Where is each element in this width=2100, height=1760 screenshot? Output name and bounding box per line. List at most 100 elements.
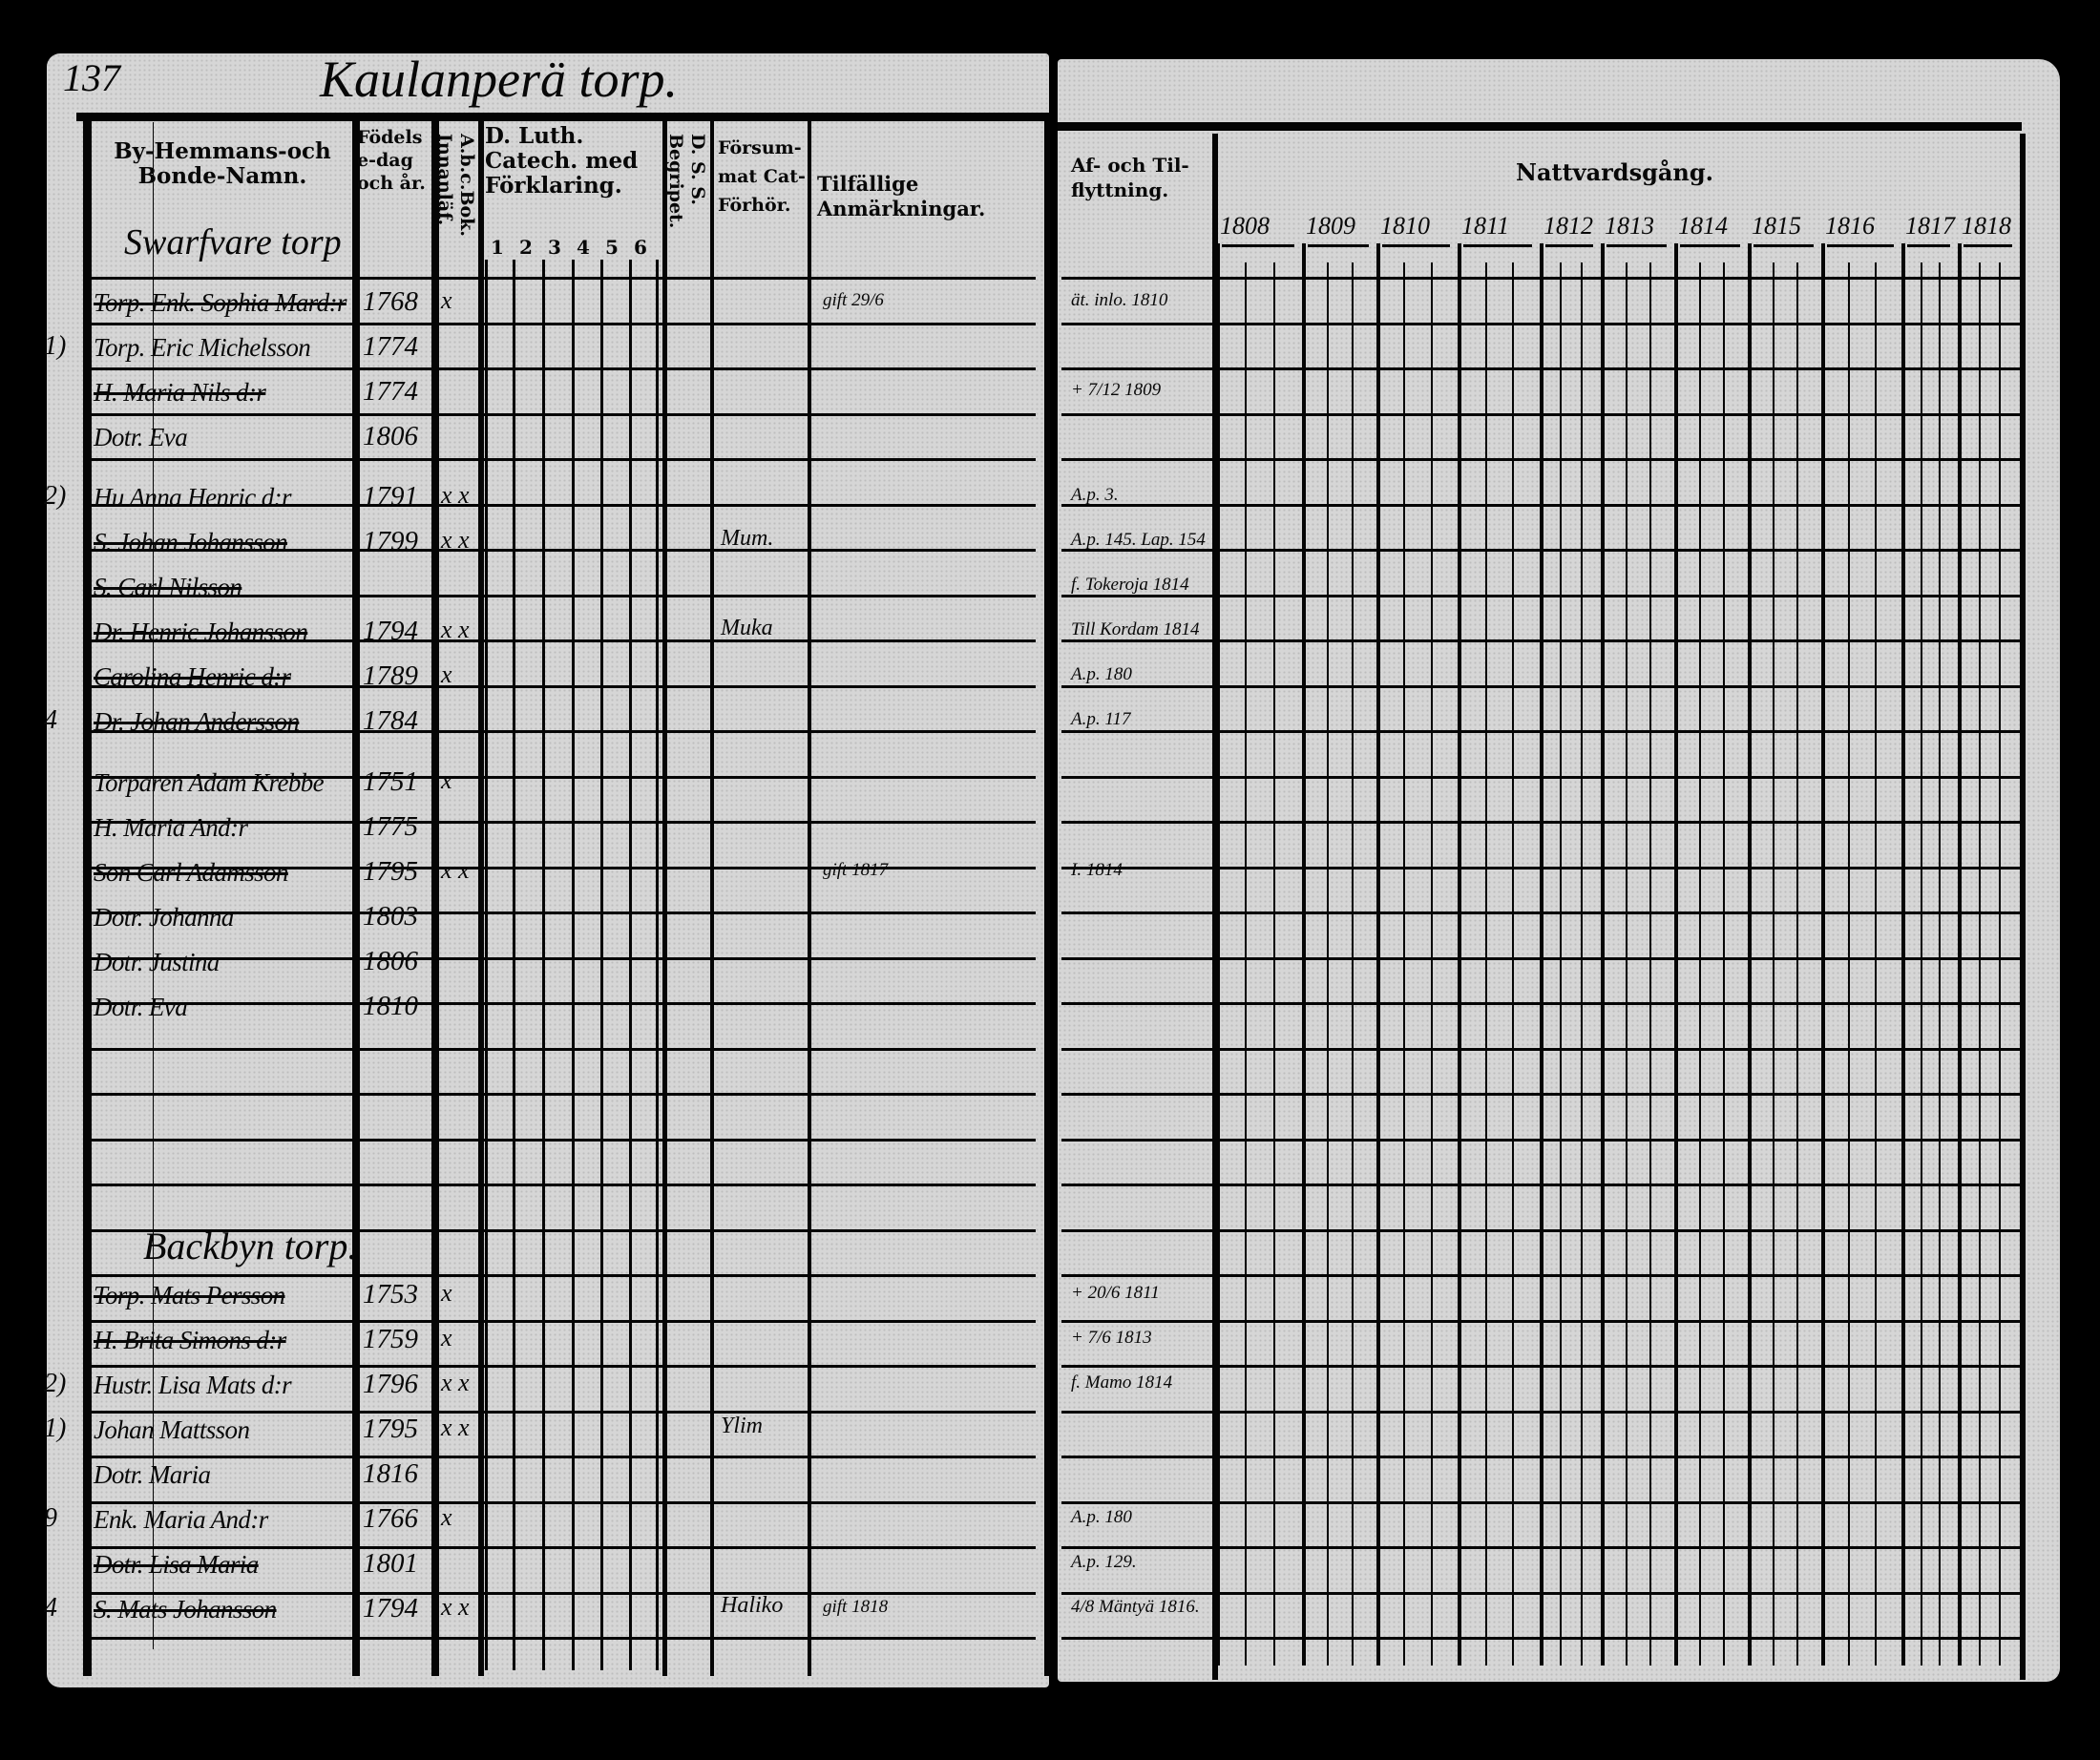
column-line (2020, 134, 2026, 1680)
row-line (91, 594, 1036, 597)
column-line (1958, 243, 1962, 1666)
move-note: A.p. 129. (1071, 1552, 1137, 1572)
row-line (91, 730, 1036, 733)
column-line (1403, 262, 1406, 1666)
person-name: S. Mats Johansson (94, 1595, 277, 1624)
row-line (1061, 1410, 2020, 1414)
column-line (352, 120, 360, 1676)
column-line (1999, 262, 2002, 1666)
row-margin-number: 1) (44, 331, 67, 361)
abc-marks: x (441, 1324, 452, 1351)
row-line (1061, 1184, 2020, 1186)
column-line (1302, 243, 1306, 1666)
row-line (1061, 1093, 2020, 1096)
abc-marks: x x (441, 1593, 470, 1621)
row-line (1061, 1546, 2020, 1549)
abc-marks: x (441, 1279, 452, 1307)
forsum-note: Muka (721, 616, 773, 640)
row-line (91, 1228, 1036, 1232)
header-begripet: Begripet. (665, 134, 686, 229)
forsum-note: Ylim (721, 1414, 764, 1438)
row-line (91, 1456, 1036, 1458)
year-underline (1308, 244, 1369, 247)
abc-marks: x (441, 286, 452, 314)
abc-marks: x x (441, 856, 470, 884)
column-line (1625, 262, 1628, 1666)
row-line (1061, 639, 2020, 642)
header-remarks: Tilfällige Anmärkningar. (817, 172, 986, 220)
catechism-col-6: 6 (634, 236, 647, 259)
person-name: H. Maria And:r (94, 813, 248, 842)
birth-year: 1766 (363, 1503, 418, 1534)
person-name: Dotr. Lisa Maria (94, 1550, 259, 1579)
remark-note: gift 1817 (823, 860, 889, 880)
row-line (1061, 821, 2020, 824)
abc-marks: x x (441, 1414, 470, 1441)
header-forsum: Försum-mat Cat-Förhör. (718, 137, 806, 216)
birth-year: 1816 (363, 1458, 418, 1489)
row-line (91, 277, 1036, 280)
column-line (656, 260, 659, 1670)
year-1817: 1817 (1905, 212, 1955, 240)
year-1812: 1812 (1544, 212, 1593, 240)
move-note: Till Kordam 1814 (1071, 619, 1200, 639)
move-note: A.p. 3. (1071, 485, 1119, 505)
column-line (1044, 120, 1050, 1676)
column-line (1273, 262, 1275, 1666)
year-underline (1222, 244, 1294, 247)
header-name: By-Hemmans-och Bonde-Namn. (114, 138, 331, 189)
abc-marks: x x (441, 526, 470, 554)
birth-year: 1774 (363, 331, 418, 362)
move-note: A.p. 180 (1071, 1507, 1132, 1527)
column-line (1698, 262, 1701, 1666)
birth-year: 1801 (363, 1548, 418, 1579)
column-line (478, 120, 484, 1676)
column-line (1674, 243, 1678, 1666)
birth-year: 1810 (363, 991, 418, 1021)
column-line (1540, 243, 1544, 1666)
left-page (47, 53, 1049, 1687)
person-name: Dotr. Eva (94, 993, 188, 1021)
year-underline (1964, 244, 2012, 247)
row-line (91, 322, 1036, 325)
row-line (91, 1500, 1036, 1504)
header-birth: Födelse-dag och år. (357, 127, 426, 194)
header-catechism: D. Luth. Catech. med Förklaring. (485, 123, 639, 199)
column-line (1796, 262, 1799, 1666)
column-line (1649, 262, 1652, 1666)
catechism-col-2: 2 (519, 236, 533, 259)
catechism-col-1: 1 (491, 236, 504, 259)
year-1810: 1810 (1380, 212, 1430, 240)
row-line (91, 367, 1036, 370)
row-line (1061, 1274, 2020, 1277)
row-line (91, 412, 1036, 416)
column-line (1376, 243, 1380, 1666)
year-1814: 1814 (1678, 212, 1728, 240)
year-underline (1606, 244, 1667, 247)
row-line (1061, 956, 2020, 960)
column-line (1978, 262, 1981, 1666)
row-line (91, 639, 1036, 642)
catechism-col-3: 3 (548, 236, 561, 259)
column-line (485, 260, 488, 1670)
header-ds: D. S. S. (687, 134, 708, 205)
birth-year: 1753 (363, 1279, 418, 1310)
column-line (1327, 262, 1329, 1666)
row-line (91, 1546, 1036, 1549)
year-underline (1545, 244, 1593, 247)
row-margin-number: 9 (44, 1503, 57, 1533)
row-line (91, 1093, 1036, 1096)
row-line (91, 1274, 1036, 1277)
forsum-note: Mum. (721, 526, 774, 551)
column-line (1772, 262, 1774, 1666)
row-line (1061, 458, 2020, 461)
column-line (1216, 243, 1220, 1666)
abc-marks: x (441, 766, 452, 794)
move-note: A.p. 180 (1071, 664, 1132, 684)
person-name: S. Carl Nilsson (94, 573, 242, 601)
row-line (1061, 775, 2020, 779)
year-underline (1382, 244, 1450, 247)
person-name: Torp. Eric Michelsson (94, 333, 311, 362)
person-name: H. Brita Simons d:r (94, 1326, 286, 1354)
